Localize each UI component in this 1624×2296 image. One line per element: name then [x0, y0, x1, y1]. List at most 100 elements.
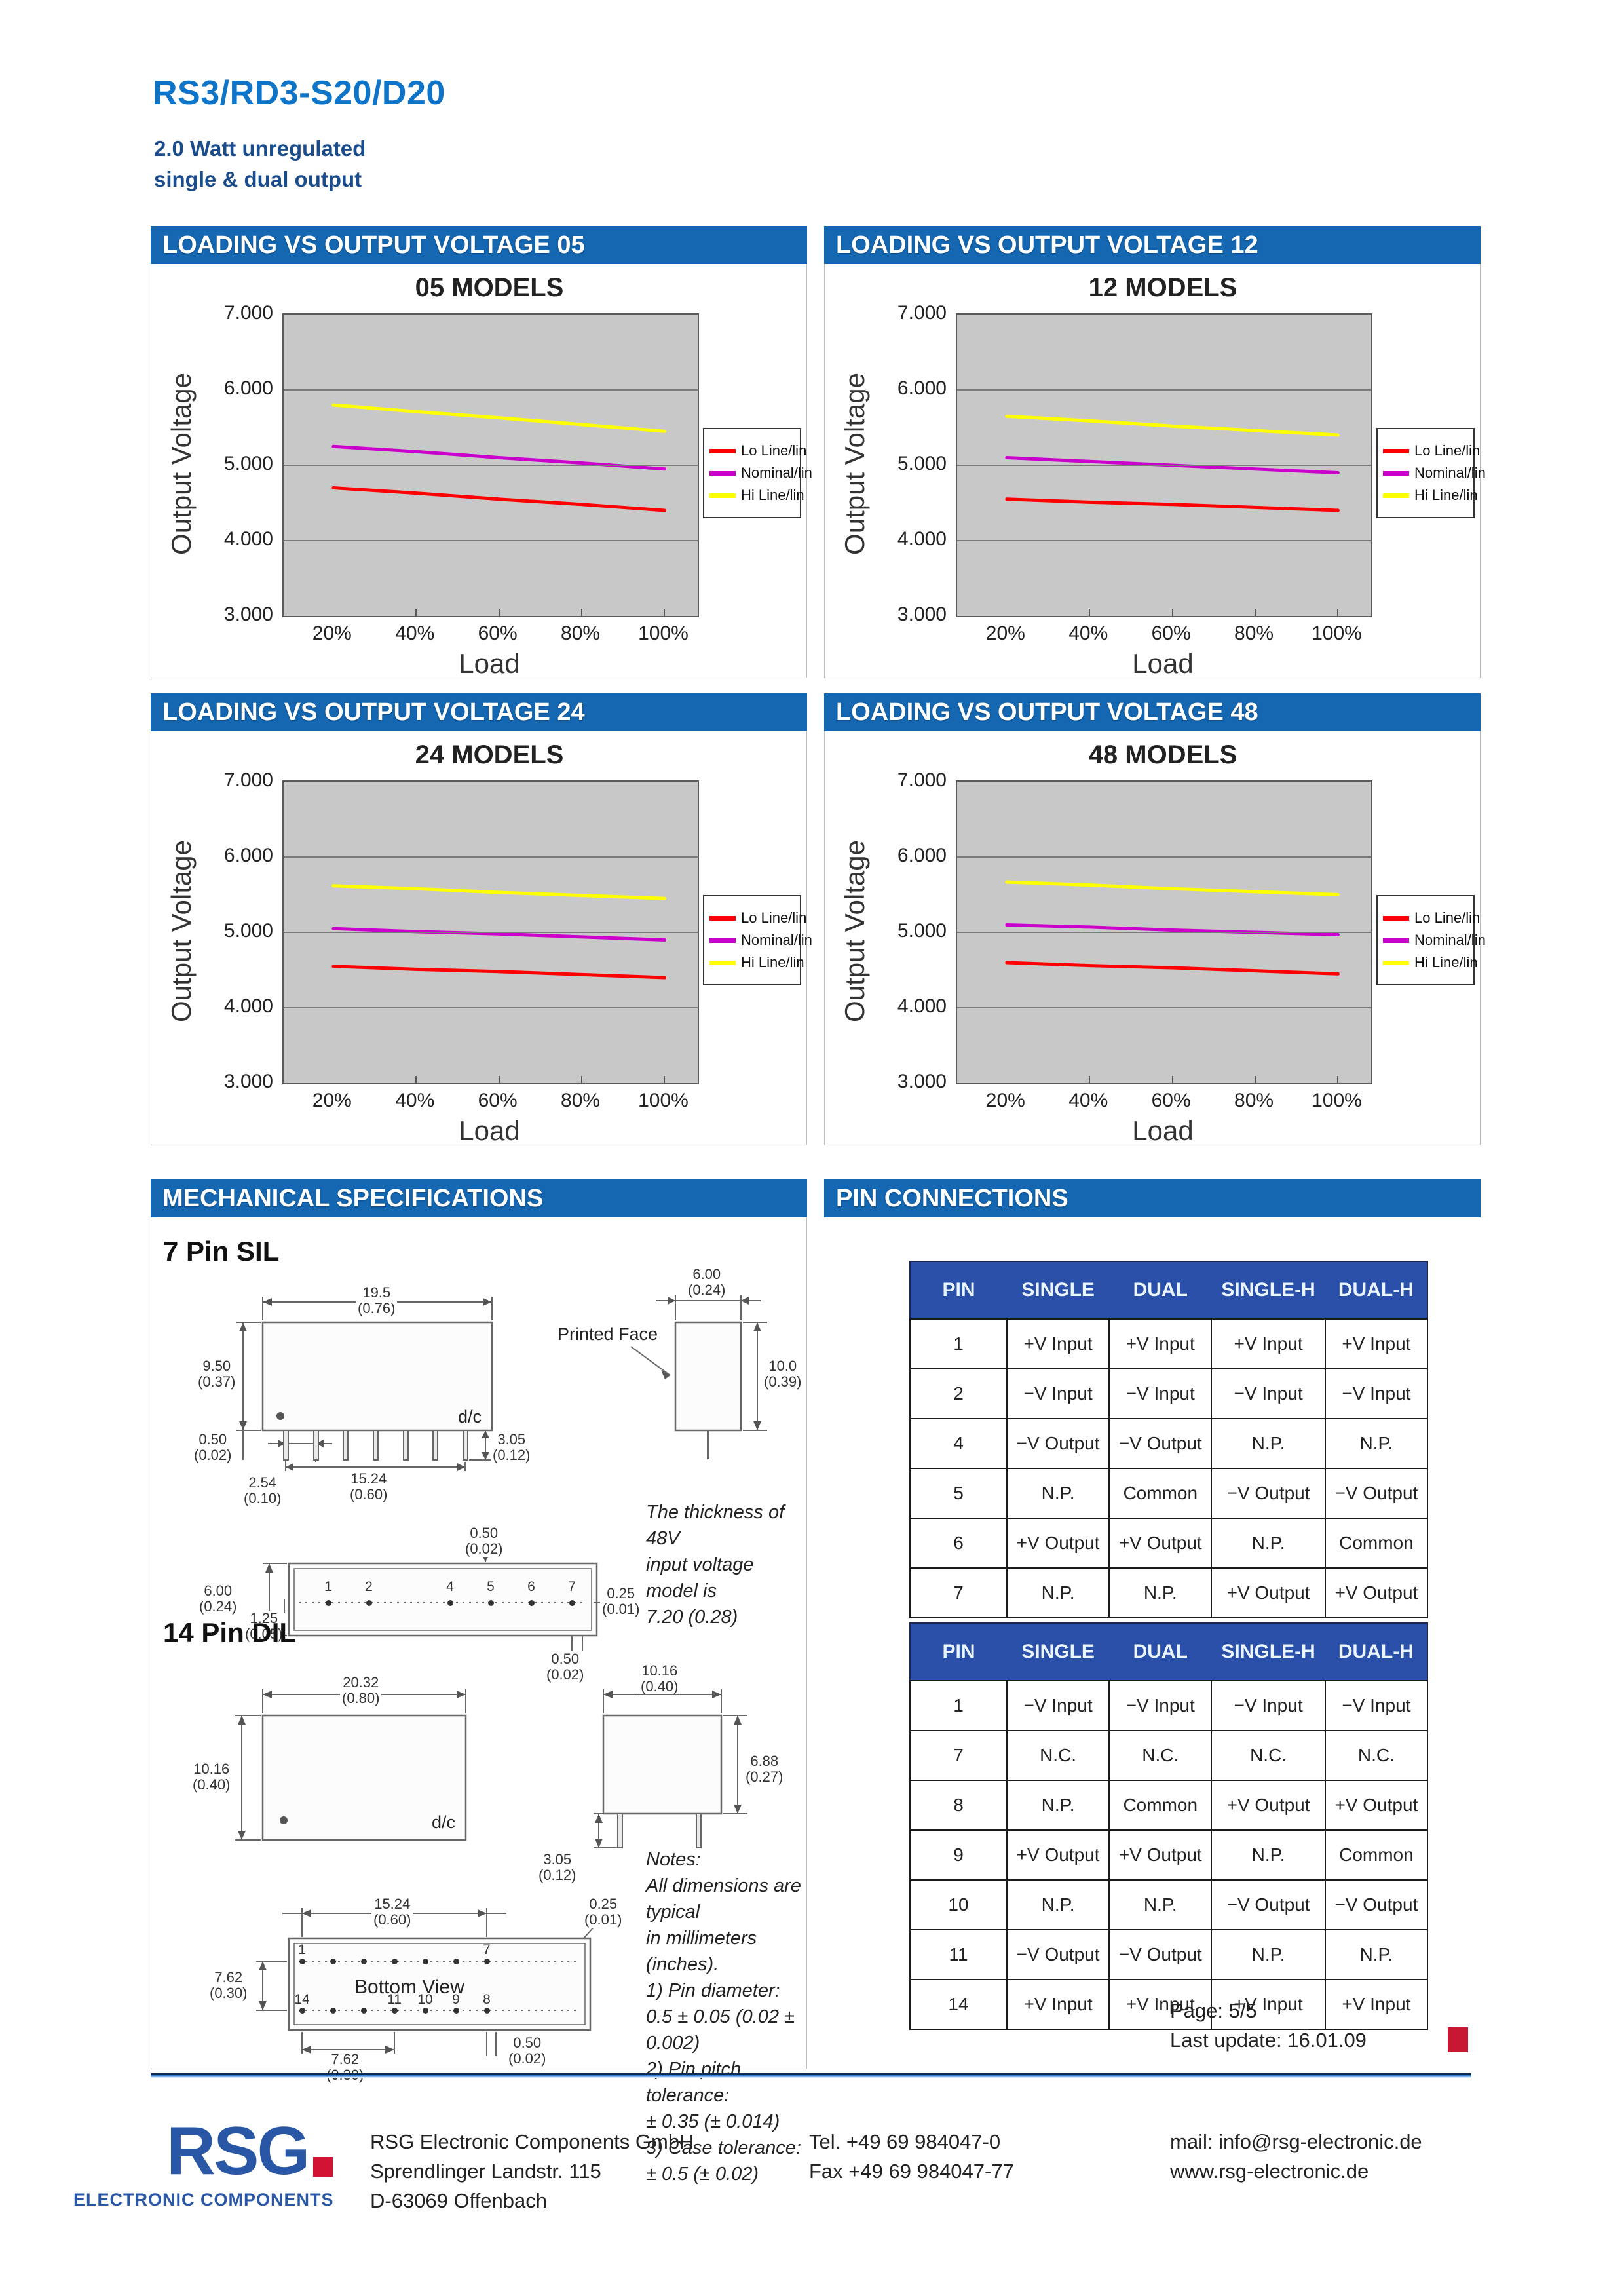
- x-tick-mark: [581, 1076, 583, 1083]
- table-cell: Common: [1324, 1518, 1429, 1569]
- plot-area: [956, 780, 1372, 1084]
- y-tick-label: 3.000: [897, 1071, 947, 1092]
- pin-dot: [484, 1959, 490, 1964]
- table-cell: Common: [1108, 1468, 1213, 1519]
- table-cell: +V Input: [1006, 1318, 1110, 1369]
- table-cell: 11: [909, 1929, 1008, 1980]
- dim-sil-width: 19.5 (0.76): [356, 1285, 398, 1316]
- legend-entry: Nominal/lin: [1383, 465, 1486, 482]
- legend-label: Hi Line/lin: [741, 954, 804, 970]
- table-cell: +V Input: [1324, 1979, 1429, 2030]
- table-cell: −V Output: [1211, 1879, 1326, 1930]
- y-tick-label: 4.000: [223, 995, 273, 1017]
- pin-dot: [392, 1959, 398, 1964]
- x-tick-mark: [664, 609, 666, 616]
- mech-note-line: 1) Pin diameter:: [646, 1980, 780, 2001]
- dim-dilb-rowpitch: 7.62 (0.30): [208, 1970, 250, 2001]
- x-tick-label: 80%: [561, 1090, 601, 1111]
- table-cell: +V Output: [1211, 1780, 1326, 1831]
- section-header-05: LOADING VS OUTPUT VOLTAGE 05: [151, 226, 807, 264]
- dim-dilb-pindia: 0.25 (0.01): [582, 1896, 624, 1928]
- pin-dot: [330, 1959, 336, 1964]
- x-tick-label: 20%: [985, 622, 1025, 644]
- thickness-note-line: The thickness of 48V: [646, 1502, 785, 1549]
- table-cell: −V Output: [1108, 1418, 1213, 1469]
- x-tick-label: 60%: [478, 1090, 518, 1111]
- y-tick-label: 4.000: [897, 528, 947, 550]
- footer-web: mail: info@rsg-electronic.de www.rsg-elec…: [1170, 2127, 1422, 2186]
- pin-dot: [484, 2008, 490, 2014]
- y-axis-label: Output Voltage: [839, 373, 870, 555]
- table-cell: N.C.: [1324, 1730, 1429, 1781]
- legend-swatch: [1383, 470, 1409, 476]
- gridline: [957, 932, 1371, 933]
- chart-section-12: LOADING VS OUTPUT VOLTAGE 12 12 MODELS O…: [824, 226, 1486, 679]
- dim-sil-span: 15.24 (0.60): [348, 1471, 390, 1502]
- legend-swatch: [709, 915, 736, 921]
- series-line-nominal-lin: [1005, 923, 1340, 936]
- x-tick-label: 40%: [395, 622, 435, 644]
- series-line-hi-line-lin: [1005, 880, 1340, 896]
- x-tick-mark: [1171, 609, 1173, 616]
- x-tick-label: 100%: [1312, 1090, 1362, 1111]
- table-row: 2 −V Input −V Input −V Input −V Input: [909, 1368, 1429, 1419]
- dil-side-drawing: 10.16 (0.40) 6.88 (0.27) 3.05 (0.12): [531, 1663, 793, 1883]
- section-header-label: LOADING VS OUTPUT VOLTAGE 05: [162, 231, 585, 259]
- y-tick-label: 6.000: [897, 377, 947, 399]
- page-info: Page: 5/5 Last update: 16.01.09: [1170, 1996, 1367, 2055]
- x-tick-label: 20%: [985, 1090, 1025, 1111]
- table-cell: −V Output: [1108, 1929, 1213, 1980]
- y-tick-label: 3.000: [897, 603, 947, 625]
- section-header-48: LOADING VS OUTPUT VOLTAGE 48: [824, 693, 1481, 731]
- rsg-logo-text: RSG: [166, 2113, 335, 2189]
- table-row: 14 +V Input +V Input +V Input +V Input: [909, 1979, 1429, 2030]
- rsg-logo-letters: RSG: [166, 2113, 310, 2189]
- table-cell: −V Input: [1108, 1680, 1213, 1731]
- table-cell: −V Output: [1324, 1468, 1429, 1519]
- x-tick-mark: [1255, 609, 1256, 616]
- pin-number: 11: [387, 1992, 402, 2007]
- series-line-hi-line-lin: [331, 403, 666, 433]
- legend-label: Nominal/lin: [1414, 932, 1486, 948]
- x-tick-mark: [498, 609, 500, 616]
- table-row: 5 N.P. Common −V Output −V Output: [909, 1468, 1429, 1519]
- dil-bottom-drawing: 15.24(0.60) 7.62(0.30) 0.25(0.01) 7.62(0…: [191, 1896, 636, 2083]
- section-header-12: LOADING VS OUTPUT VOLTAGE 12: [824, 226, 1481, 264]
- legend-label: Lo Line/lin: [1414, 442, 1481, 459]
- section-header-label: LOADING VS OUTPUT VOLTAGE 24: [162, 698, 585, 726]
- legend-swatch: [709, 470, 736, 476]
- pin-dot: [326, 1600, 331, 1606]
- chart-panel-48: 48 MODELS Output Voltage 7.000 6.000 5.000…: [824, 731, 1486, 1146]
- pin-dot: [423, 2008, 428, 2014]
- table-cell: −V Input: [1324, 1680, 1429, 1731]
- legend-swatch: [1383, 493, 1409, 498]
- pin-dot: [423, 1959, 428, 1964]
- x-tick-label: 100%: [638, 1090, 689, 1111]
- x-axis-ticks: 20% 40% 60% 80% 100%: [282, 1090, 696, 1113]
- y-axis-label: Output Voltage: [839, 840, 870, 1022]
- footer-address-line: D-63069 Offenbach: [370, 2189, 548, 2212]
- table-row: 1 −V Input −V Input −V Input −V Input: [909, 1680, 1429, 1731]
- section-header-label: PIN CONNECTIONS: [836, 1184, 1068, 1212]
- legend-entry: Nominal/lin: [1383, 932, 1486, 949]
- table-cell: N.P.: [1211, 1418, 1326, 1469]
- table-cell: 14: [909, 1979, 1008, 2030]
- table-cell: −V Input: [1211, 1368, 1326, 1419]
- chart-legend: Lo Line/lin Nominal/lin Hi Line/lin: [703, 895, 812, 985]
- table-cell: +V Input: [1108, 1318, 1213, 1369]
- y-axis-ticks: 7.000 6.000 5.000 4.000 3.000: [882, 769, 951, 1092]
- table-cell: N.P.: [1006, 1468, 1110, 1519]
- dim-silb-bottom: 0.50 (0.02): [544, 1651, 586, 1683]
- y-tick-label: 5.000: [223, 453, 273, 474]
- table-cell: N.C.: [1108, 1730, 1213, 1781]
- dim-sil-height: 9.50 (0.37): [196, 1358, 238, 1390]
- x-axis-ticks: 20% 40% 60% 80% 100%: [282, 622, 696, 646]
- thickness-note-line: input voltage model is: [646, 1554, 754, 1601]
- mech-note-line: 0.5 ± 0.05 (0.02 ± 0.002): [646, 2006, 795, 2054]
- dim-dilb-span: 15.24 (0.60): [371, 1896, 413, 1928]
- x-axis-label: Load: [459, 648, 520, 679]
- legend-swatch: [1383, 915, 1409, 921]
- gridline: [957, 389, 1371, 391]
- series-line-hi-line-lin: [1005, 414, 1340, 437]
